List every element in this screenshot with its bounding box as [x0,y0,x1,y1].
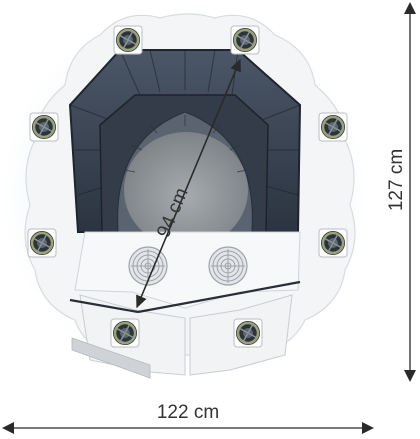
lower-panel [74,231,301,309]
fan-grille-icon [208,246,248,286]
fan-icon [230,25,260,55]
width-label: 122 cm [157,402,219,423]
fan-icon [27,228,57,258]
fan-icon [113,25,143,55]
fan-icon [233,318,263,348]
height-label: 127 cm [386,149,407,211]
panel-enclosure [68,49,302,248]
fan-icon [318,228,348,258]
height-dimension: 127 cm [386,2,416,382]
width-dimension: 122 cm [2,402,374,434]
fan-icon [318,112,348,142]
fan-icon [29,112,59,142]
fan-icon [110,318,140,348]
